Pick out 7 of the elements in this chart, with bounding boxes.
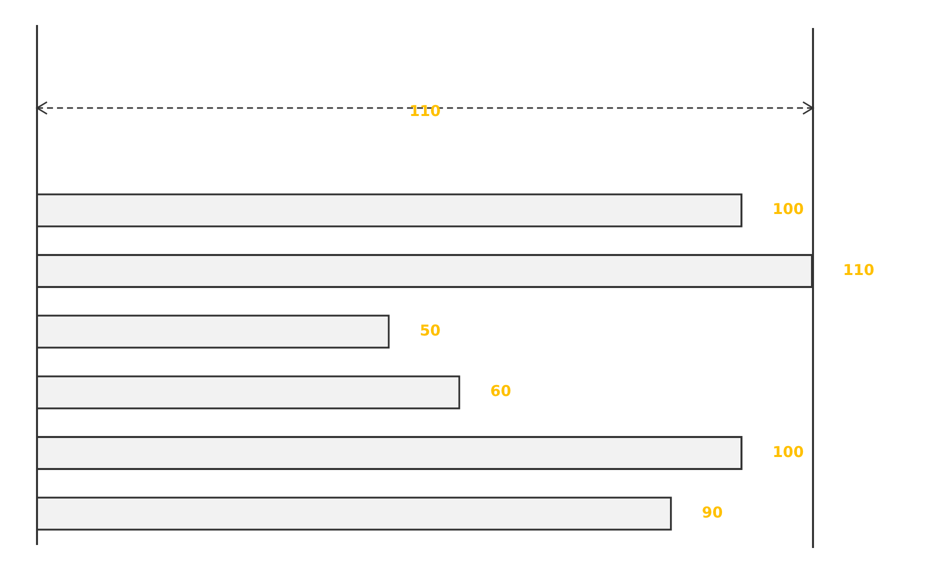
text: 110 <box>409 102 441 120</box>
data-label: 110 <box>843 260 874 279</box>
data-label: 50 <box>420 322 441 340</box>
data-label: 90 <box>702 504 723 522</box>
data-label: 60 <box>490 382 512 400</box>
data-label: 100 <box>772 442 804 461</box>
data-label: 100 <box>772 200 804 218</box>
